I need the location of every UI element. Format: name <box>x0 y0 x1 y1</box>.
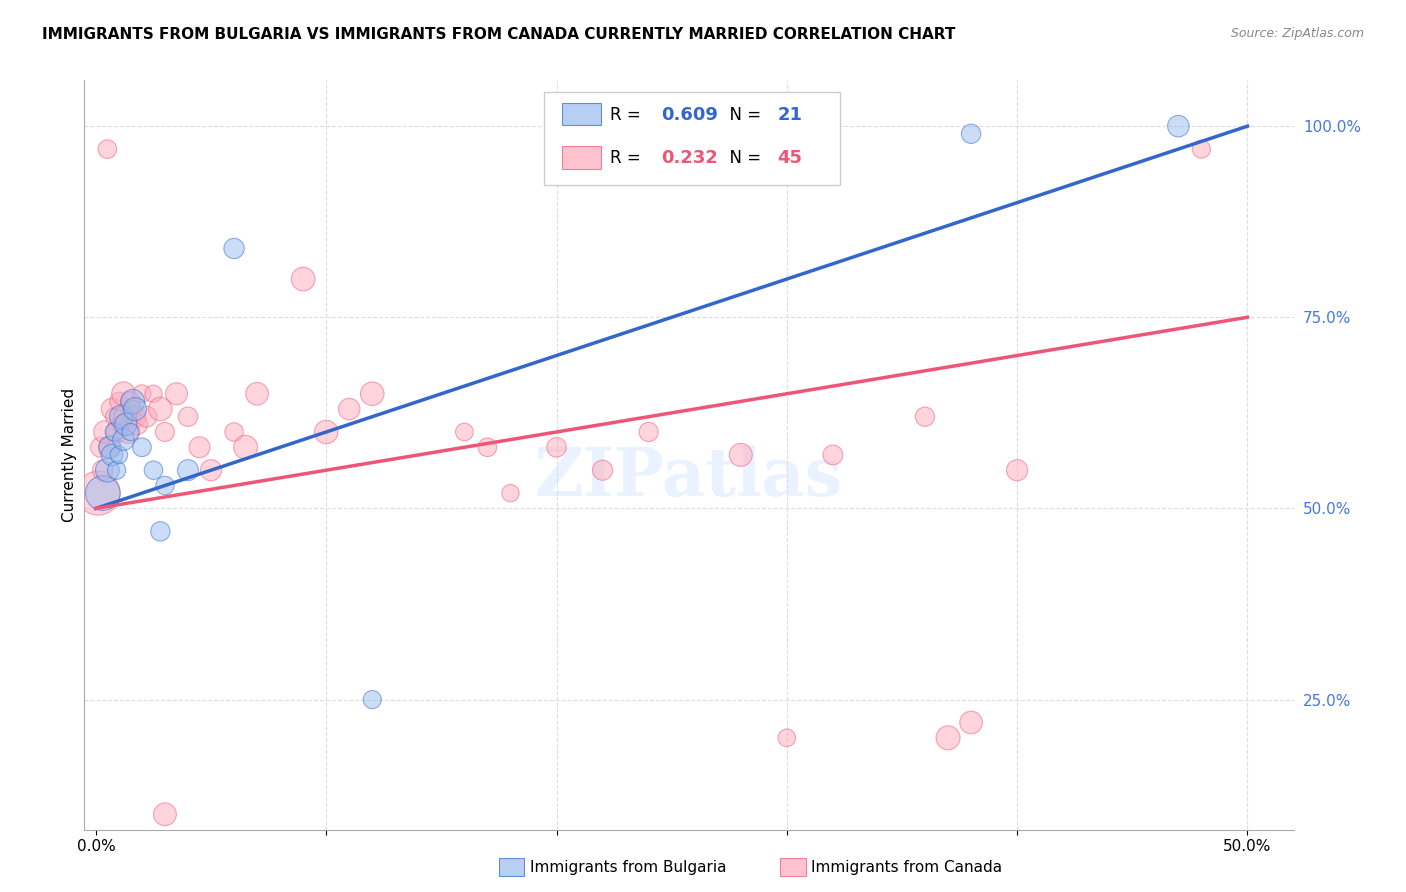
Point <box>91 463 114 477</box>
Point <box>120 394 142 409</box>
Point <box>166 386 188 401</box>
Text: Source: ZipAtlas.com: Source: ZipAtlas.com <box>1230 27 1364 40</box>
Text: 45: 45 <box>778 149 803 167</box>
Text: N =: N = <box>720 149 766 167</box>
Point <box>142 386 165 401</box>
Point <box>315 425 337 439</box>
Point <box>131 440 153 454</box>
Point <box>546 440 568 454</box>
Point <box>101 402 124 417</box>
Point <box>121 394 143 409</box>
Point <box>222 242 245 256</box>
Point <box>776 731 799 745</box>
Point <box>91 486 114 500</box>
Point <box>1167 119 1189 133</box>
Point <box>222 425 245 439</box>
Point <box>361 692 384 706</box>
Point <box>114 417 136 432</box>
Point <box>135 409 157 424</box>
Point <box>103 425 125 439</box>
Point <box>153 425 176 439</box>
Text: R =: R = <box>610 149 647 167</box>
Point <box>142 463 165 477</box>
Text: R =: R = <box>610 106 647 124</box>
Point <box>105 425 128 439</box>
Y-axis label: Currently Married: Currently Married <box>62 388 77 522</box>
FancyBboxPatch shape <box>544 92 841 186</box>
Point <box>914 409 936 424</box>
Point <box>114 409 136 424</box>
Point <box>153 807 176 822</box>
Point <box>960 715 983 730</box>
Point <box>637 425 659 439</box>
Text: Immigrants from Canada: Immigrants from Canada <box>811 860 1002 874</box>
Point <box>110 417 132 432</box>
Point <box>87 486 110 500</box>
Text: 0.609: 0.609 <box>661 106 718 124</box>
Point <box>153 478 176 492</box>
Point <box>121 402 143 417</box>
FancyBboxPatch shape <box>562 103 600 125</box>
Point <box>149 524 172 539</box>
FancyBboxPatch shape <box>562 146 600 169</box>
Point <box>477 440 499 454</box>
Point <box>177 409 200 424</box>
Point <box>96 142 118 156</box>
Text: IMMIGRANTS FROM BULGARIA VS IMMIGRANTS FROM CANADA CURRENTLY MARRIED CORRELATION: IMMIGRANTS FROM BULGARIA VS IMMIGRANTS F… <box>42 27 956 42</box>
Point <box>89 440 111 454</box>
Point <box>246 386 269 401</box>
Point <box>337 402 360 417</box>
Point <box>149 402 172 417</box>
Point <box>127 417 149 432</box>
Point <box>730 448 752 462</box>
Point <box>177 463 200 477</box>
Text: Immigrants from Bulgaria: Immigrants from Bulgaria <box>530 860 727 874</box>
Text: 0.232: 0.232 <box>661 149 718 167</box>
Point <box>1189 142 1212 156</box>
Point <box>117 425 139 439</box>
Point <box>235 440 257 454</box>
Point <box>112 433 135 447</box>
Point <box>292 272 315 286</box>
Text: 21: 21 <box>778 106 803 124</box>
Point <box>1005 463 1028 477</box>
Point <box>200 463 222 477</box>
Point <box>120 425 142 439</box>
Point <box>108 448 131 462</box>
Point <box>98 440 121 454</box>
Point <box>101 448 124 462</box>
Point <box>96 463 118 477</box>
Point <box>821 448 844 462</box>
Point <box>188 440 211 454</box>
Point <box>105 463 128 477</box>
Point <box>131 386 153 401</box>
Point <box>592 463 614 477</box>
Text: N =: N = <box>720 106 766 124</box>
Point <box>361 386 384 401</box>
Point <box>124 409 146 424</box>
Point <box>499 486 522 500</box>
Point <box>94 425 117 439</box>
Point <box>112 386 135 401</box>
Point <box>108 394 131 409</box>
Point <box>103 409 125 424</box>
Point <box>98 440 121 454</box>
Point <box>936 731 959 745</box>
Text: ZIPatlas: ZIPatlas <box>534 445 844 510</box>
Point <box>110 409 132 424</box>
Point <box>960 127 983 141</box>
Point <box>453 425 475 439</box>
Point <box>124 402 146 417</box>
